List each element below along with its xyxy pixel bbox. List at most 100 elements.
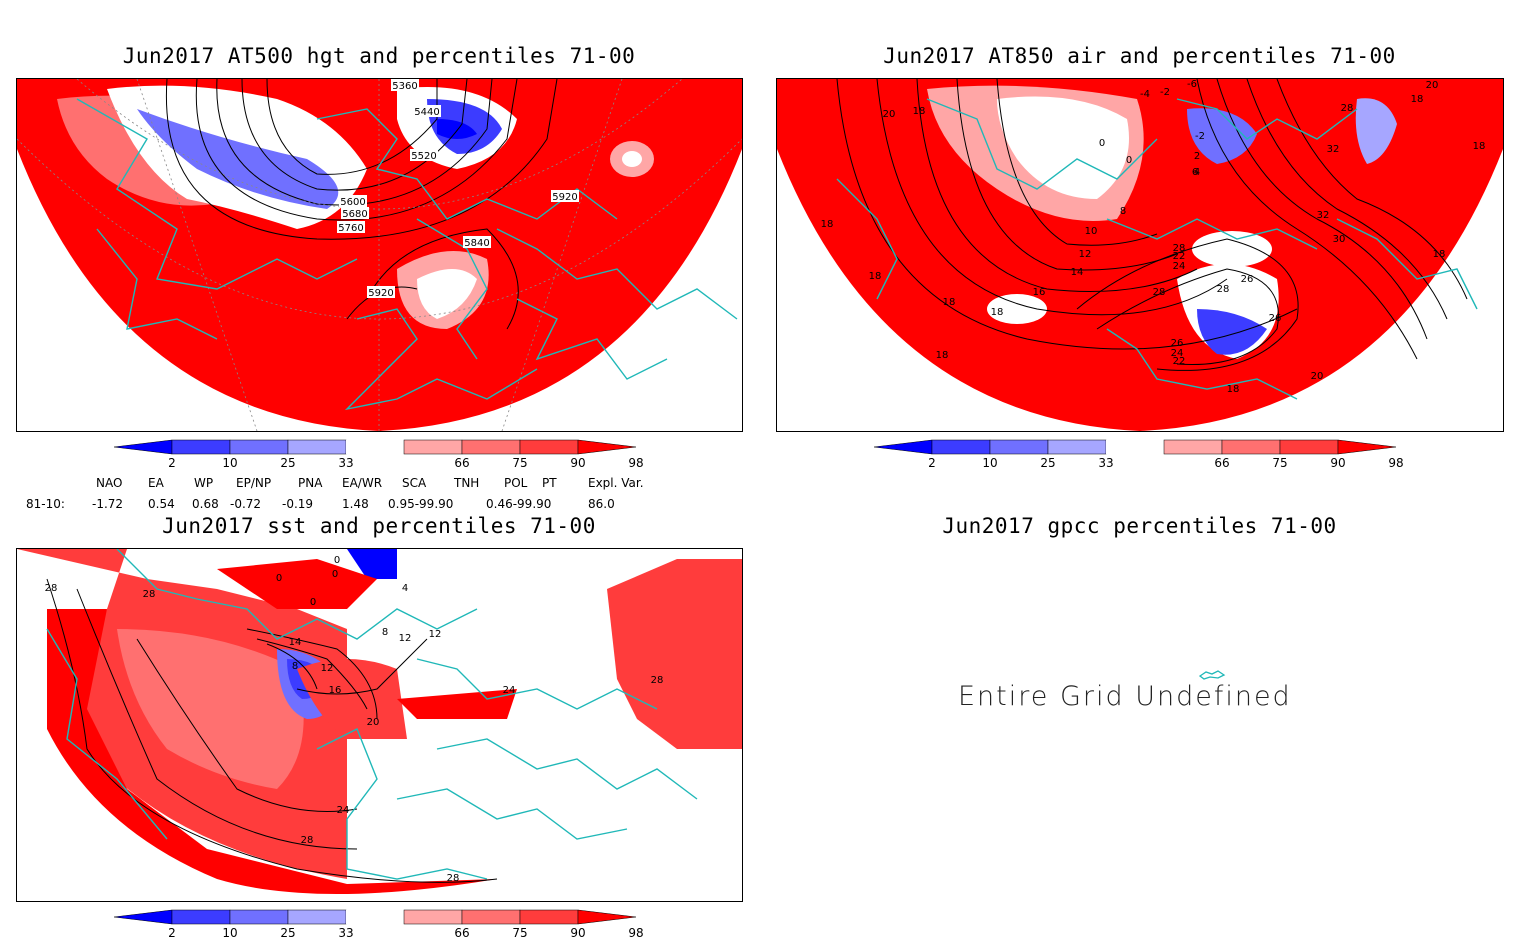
colorbar-label: 33 [338,456,353,470]
contour-label: 18 [943,297,956,308]
contour-label: 20 [1311,371,1324,382]
colorbar-2: 2 10 25 33 66 75 90 98 [874,439,1404,470]
contour-label: 32 [1317,210,1330,221]
contour-label: 8 [1120,206,1126,217]
idx-value: -0.19 [282,497,314,511]
colorbar-label: 66 [454,456,469,470]
colorbar-label: 25 [1040,456,1055,470]
contour-label: -4 [1140,89,1150,100]
contour-label: 24 [503,685,516,696]
colorbar-swatches [114,909,637,925]
contour-label: 18 [1473,141,1486,152]
panel3-title: Jun2017 sst and percentiles 71-00 [162,514,596,538]
colorbar-label: 90 [1330,456,1345,470]
contour-label: 22 [1173,356,1186,367]
colorbar-swatch [577,439,637,455]
colorbar-swatch [229,439,289,455]
idx-header: NAO [96,476,123,490]
idx-header: PT [542,476,557,490]
contour-label: 28 [651,675,664,686]
idx-value: -1.72 [92,497,124,511]
contour-label: 18 [1227,384,1240,395]
contour-label: -2 [1160,87,1170,98]
colorbar-swatch [403,439,463,455]
contour-label: 5600 [340,197,365,208]
contour-label: 0 [276,573,282,584]
contour-label: 10 [1085,226,1098,237]
colorbar-label: 66 [1214,456,1229,470]
idx-header: EA/WR [342,476,383,490]
colorbar-swatch [171,439,231,455]
colorbar-label: 10 [222,926,237,940]
colorbar-swatch [1279,439,1339,455]
contour-label: 0 [1099,138,1105,149]
contour-label: 5360 [392,81,417,92]
colorbar-label: 25 [280,926,295,940]
contour-label: 26 [1171,338,1184,349]
colorbar-swatch [1163,439,1223,455]
panel4-title: Jun2017 gpcc percentiles 71-00 [942,514,1337,538]
contour-label: -6 [1187,79,1197,90]
idx-header: PNA [298,476,323,490]
contour-label: 20 [883,109,896,120]
colorbar-swatch [1106,440,1164,454]
contour-label: 24 [337,805,350,816]
idx-header: POL [504,476,528,490]
contour-label: 28 [143,589,156,600]
colorbar-label: 75 [1272,456,1287,470]
colorbar-label: 98 [628,926,643,940]
colorbar-swatch [1337,439,1397,455]
idx-header: TNH [454,476,480,490]
colorbar-swatch [229,909,289,925]
colorbar-swatch [287,909,347,925]
colorbar-labels: 2 10 25 33 66 75 90 98 [168,926,643,940]
contour-label: 18 [991,307,1004,318]
colorbar-swatch [989,439,1049,455]
idx-value: 0.68 [192,497,219,511]
contour-label: 4 [1194,167,1200,178]
colorbar-swatch [519,909,579,925]
panel2-title: Jun2017 AT850 air and percentiles 71-00 [883,44,1396,68]
colorbar-swatch [171,909,231,925]
colorbar-swatch [931,439,991,455]
colorbar-3: 2 10 25 33 66 75 90 98 [114,909,644,940]
indices-header: NAO EA WP EP/NP PNA EA/WR SCA TNH POL PT… [96,476,716,492]
colorbar-swatch [346,440,404,454]
contour-label: 5920 [552,192,577,203]
colorbar-swatch [287,439,347,455]
colorbar-1: 2 10 25 33 66 75 90 98 [114,439,644,470]
colorbar-swatch [114,439,173,455]
contour-label: 16 [1033,287,1046,298]
contour-label: 8 [292,661,298,672]
contour-label: 28 [1341,103,1354,114]
colorbar-label: 33 [338,926,353,940]
colorbar-label: 10 [982,456,997,470]
colorbar-label: 90 [570,456,585,470]
contour-label: 30 [1333,234,1346,245]
contour-label: 28 [45,583,58,594]
contour-label: 5840 [464,238,489,249]
idx-value: 86.0 [588,497,615,511]
colorbar-swatch [577,909,637,925]
contour-label: 6 [1192,167,1198,178]
colorbar-labels: 2 10 25 33 66 75 90 98 [928,456,1403,470]
idx-value: 0.46-99.90 [486,497,552,511]
undefined-message: Entire Grid Undefined [958,681,1292,712]
contour-label: 14 [289,637,302,648]
colorbar-label: 98 [628,456,643,470]
contour-label: 20 [367,717,380,728]
colorbar-swatch [403,909,463,925]
contour-label: 0 [334,555,340,566]
map-sst: 28 28 0 0 0 0 4 8 8 12 12 12 14 16 20 24… [16,548,743,902]
contour-label: 18 [821,219,834,230]
contour-label: 14 [1071,267,1084,278]
colorbar-label: 2 [168,926,176,940]
colorbar-label: 75 [512,926,527,940]
contour-label: 24 [1171,348,1184,359]
contour-label: 2 [1194,151,1200,162]
contour-label: 22 [1173,251,1186,262]
contour-label: 18 [936,350,949,361]
contour-label: 28 [447,873,460,884]
colorbar-swatches [114,439,637,455]
contour-label: 5440 [414,107,439,118]
